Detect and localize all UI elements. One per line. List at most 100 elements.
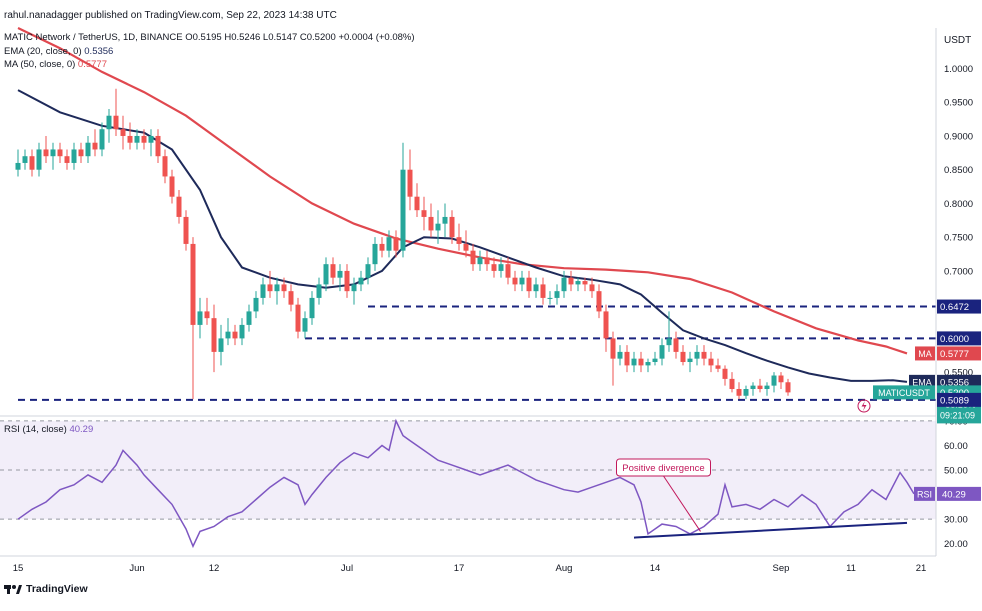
candle-body: [50, 149, 56, 157]
candle-89: [638, 351, 644, 373]
candle-body: [631, 358, 637, 366]
candle-body: [330, 264, 336, 278]
symbol-line: MATIC Network / TetherUS, 1D, BINANCE O0…: [4, 32, 415, 43]
candle-66: [477, 250, 483, 271]
publisher-line: rahul.nanadagger published on TradingVie…: [4, 10, 337, 21]
candle-72: [519, 270, 525, 292]
candle-body: [15, 162, 21, 170]
time-tick-label: 17: [454, 563, 465, 574]
candle-45: [330, 257, 336, 285]
currency-label[interactable]: USDT: [944, 35, 972, 46]
candle-body: [295, 304, 301, 332]
candle-88: [631, 351, 637, 373]
price-tag-name-bg: [909, 374, 935, 389]
candle-41: [302, 311, 308, 339]
candle-body: [22, 156, 28, 163]
candle-14: [113, 88, 119, 136]
candle-body: [428, 216, 434, 231]
candle-58: [421, 196, 427, 231]
candle-12: [99, 122, 105, 157]
price-tag-value: 0.5777: [940, 349, 969, 360]
price-tag-value: 0.5356: [940, 377, 969, 388]
candle-body: [127, 135, 133, 143]
lightning-icon[interactable]: [857, 399, 871, 413]
candle-body: [757, 385, 763, 390]
candle-body: [260, 284, 266, 298]
time-tick-label: 12: [209, 563, 220, 574]
price-tag-bg: [937, 346, 981, 361]
ma-legend[interactable]: MA (50, close, 0) 0.5777: [4, 59, 107, 70]
rsi-tick-label: 50.00: [944, 466, 968, 477]
candle-body: [764, 385, 770, 390]
candle-105: [750, 382, 756, 396]
time-tick-label: 15: [13, 563, 24, 574]
candle-47: [344, 264, 350, 298]
candle-body: [463, 243, 469, 251]
candle-body: [645, 362, 651, 366]
candle-99: [708, 351, 714, 373]
candle-body: [253, 297, 259, 312]
candle-body: [638, 358, 644, 366]
candle-30: [225, 318, 231, 346]
rsi-legend[interactable]: RSI (14, close) 40.29: [4, 424, 93, 435]
candle-25: [190, 237, 196, 400]
candle-body: [274, 284, 280, 292]
candle-body: [323, 264, 329, 285]
candle-body: [589, 284, 595, 292]
candle-body: [92, 142, 98, 150]
candle-body: [414, 196, 420, 211]
candle-body: [449, 216, 455, 238]
candle-65: [470, 243, 476, 271]
price-pane-bg: [0, 28, 936, 416]
price-tag-bg: [937, 299, 981, 314]
candle-93: [666, 311, 672, 352]
candle-31: [232, 324, 238, 346]
candle-102: [729, 372, 735, 393]
candle-body: [337, 270, 343, 278]
candle-16: [127, 122, 133, 150]
price-tag-value: 0.6000: [940, 334, 969, 345]
candle-body: [141, 135, 147, 143]
candle-20: [155, 129, 161, 163]
candle-21: [162, 149, 168, 184]
candle-body: [701, 351, 707, 359]
candle-body: [547, 297, 553, 299]
candle-body: [470, 250, 476, 265]
candle-8: [71, 142, 77, 170]
candle-94: [673, 331, 679, 359]
candle-35: [260, 277, 266, 305]
candle-55: [400, 142, 406, 258]
candle-84: [603, 304, 609, 352]
high-value: H0.5246: [224, 32, 261, 43]
price-tag-bg: [937, 374, 981, 389]
candle-95: [680, 345, 686, 366]
candle-body: [603, 311, 609, 339]
ema-legend[interactable]: EMA (20, close, 0) 0.5356: [4, 46, 113, 57]
candle-3: [36, 142, 42, 177]
symbol-title[interactable]: MATIC Network / TetherUS, 1D, BINANCE: [4, 32, 183, 43]
candle-body: [379, 243, 385, 251]
candle-body: [190, 243, 196, 325]
tradingview-logo-icon: [4, 585, 22, 594]
candle-body: [36, 149, 42, 170]
annotation-text: Positive divergence: [622, 463, 704, 474]
candle-39: [288, 284, 294, 312]
candle-110: [785, 378, 791, 396]
candle-body: [183, 216, 189, 244]
candle-body: [386, 237, 392, 251]
candle-57: [414, 183, 420, 217]
candle-body: [197, 311, 203, 325]
candle-6: [57, 142, 63, 163]
candle-body: [575, 281, 581, 285]
candle-body: [400, 169, 406, 251]
price-tag-countdown: 09:21:09: [940, 410, 975, 420]
time-tick-label: Jun: [129, 563, 144, 574]
candle-body: [785, 382, 791, 393]
candle-44: [323, 257, 329, 292]
candle-body: [246, 311, 252, 325]
candle-body: [680, 351, 686, 363]
candle-body: [617, 351, 623, 359]
candle-body: [57, 149, 63, 157]
price-tag-name: MA: [918, 349, 932, 359]
